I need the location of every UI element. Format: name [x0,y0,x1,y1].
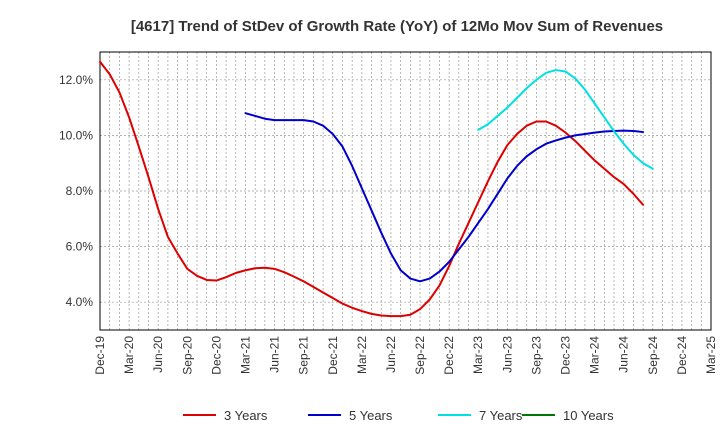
x-tick-label: Mar-25 [704,336,718,374]
legend-label-10-years: 10 Years [563,408,614,423]
x-tick-label: Dec-23 [559,336,573,375]
y-tick-label: 12.0% [59,73,93,87]
legend-label-7-years: 7 Years [479,408,523,423]
x-tick-label: Mar-23 [471,336,485,374]
x-tick-label: Dec-21 [326,336,340,375]
x-tick-label: Sep-21 [297,336,311,375]
x-tick-label: Jun-20 [151,336,165,373]
y-tick-label: 6.0% [66,240,94,254]
x-axis: Dec-19 Mar-20 Jun-20 Sep-20 Dec-20 Mar-21 Jun-… [93,336,718,375]
x-tick-label: Dec-22 [442,336,456,375]
x-tick-label: Sep-24 [646,336,660,375]
x-tick-label: Mar-22 [355,336,369,374]
x-tick-label: Sep-20 [180,336,194,375]
x-tick-label: Sep-23 [529,336,543,375]
x-tick-label: Dec-24 [675,336,689,375]
series-layer [99,60,654,318]
legend-label-3-years: 3 Years [224,408,268,423]
x-tick-label: Mar-24 [588,336,602,374]
x-tick-label: Sep-22 [413,336,427,375]
chart-title: [4617] Trend of StDev of Growth Rate (Yo… [131,18,663,35]
x-tick-label: Jun-24 [617,336,631,373]
x-tick-label: Jun-21 [268,336,282,373]
x-tick-label: Mar-20 [122,336,136,374]
x-tick-label: Mar-21 [238,336,252,374]
plot-area [99,51,712,331]
series-line-7-years [477,69,654,170]
series-line-5-years [244,112,645,283]
y-tick-label: 4.0% [66,295,94,309]
x-tick-label: Jun-23 [500,336,514,373]
x-tick-label: Dec-19 [93,336,107,375]
grid [100,52,711,330]
y-tick-label: 8.0% [66,184,94,198]
x-tick-label: Dec-20 [209,336,223,375]
legend-label-5-years: 5 Years [349,408,393,423]
y-axis: 4.0% 6.0% 8.0% 10.0% 12.0% [59,73,93,309]
series-line-3-years [99,60,645,318]
legend: 3 Years 5 Years 7 Years 10 Years [183,408,614,423]
x-tick-label: Jun-22 [384,336,398,373]
y-tick-label: 10.0% [59,128,93,142]
